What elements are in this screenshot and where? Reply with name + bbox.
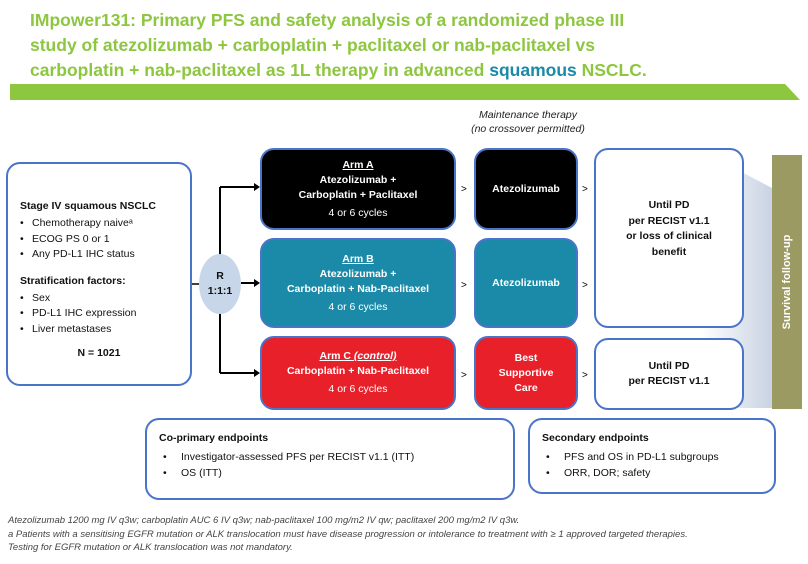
maintenance-a-box: Atezolizumab (474, 148, 578, 230)
arrowhead-arm-a (254, 183, 260, 191)
arm-a-box: Arm A Atezolizumab + Carboplatin + Pacli… (260, 148, 456, 230)
until-pd-c-box: Until PD per RECIST v1.1 (594, 338, 744, 410)
maintenance-b-text: Atezolizumab (492, 276, 560, 289)
arm-c-name: Arm C (control) (262, 349, 454, 364)
chevron-a2: > (582, 184, 588, 195)
survival-followup-label: Survival follow-up (781, 234, 793, 330)
title-line-3: carboplatin + nab-paclitaxel as 1L thera… (30, 58, 790, 83)
arm-c-control: (control) (353, 350, 397, 362)
arm-c-box: Arm C (control) Carboplatin + Nab-Paclit… (260, 336, 456, 410)
rand-line-2: 1:1:1 (207, 285, 233, 297)
stratification-item: Sex (20, 291, 190, 307)
survival-followup-bar: Survival follow-up (772, 155, 802, 409)
maintenance-c-line-2: Supportive (498, 366, 554, 379)
chevron-b2: > (582, 280, 588, 291)
eligibility-heading: Stage IV squamous NSCLC (20, 200, 156, 212)
maintenance-b-box: Atezolizumab (474, 238, 578, 328)
arm-a-line-1: Atezolizumab + (319, 173, 397, 186)
chevron-c2: > (582, 370, 588, 381)
stratification-item: PD-L1 IHC expression (20, 306, 190, 322)
rand-line-1: R (216, 270, 224, 282)
arm-b-line-1: Atezolizumab + (319, 267, 397, 280)
title-highlight: squamous (489, 60, 577, 80)
randomization-node: R 1:1:1 (199, 254, 241, 314)
arm-a-cycles: 4 or 6 cycles (328, 206, 388, 219)
footnote-testing: Testing for EGFR mutation or ALK translo… (8, 542, 293, 553)
chevron-b1: > (461, 280, 467, 291)
coprimary-list: Investigator-assessed PFS per RECIST v1.… (159, 450, 513, 481)
until-pd-c-l2: per RECIST v1.1 (628, 375, 710, 387)
arm-b-name: Arm B (342, 252, 374, 265)
until-pd-ab-l4: benefit (651, 245, 687, 258)
stratification-list: Sex PD-L1 IHC expression Liver metastase… (20, 291, 190, 338)
maintenance-a-text: Atezolizumab (492, 182, 560, 195)
eligibility-box: Stage IV squamous NSCLC Chemotherapy nai… (6, 162, 192, 386)
arm-b-line-2: Carboplatin + Nab-Paclitaxel (286, 282, 430, 295)
coprimary-heading: Co-primary endpoints (159, 432, 269, 444)
maintenance-label: Maintenance therapy (no crossover permit… (448, 108, 608, 136)
title-line-3-prefix: carboplatin + nab-paclitaxel as 1L thera… (30, 60, 490, 80)
until-pd-ab-l3: or loss of clinical (626, 230, 712, 242)
chevron-a1: > (461, 184, 467, 195)
arm-c-cycles: 4 or 6 cycles (328, 383, 388, 395)
endpoint-item: OS (ITT) (159, 466, 513, 482)
maintenance-line-1: Maintenance therapy (478, 109, 578, 121)
until-pd-ab-l1: Until PD (648, 199, 690, 211)
eligibility-criteria: Chemotherapy naiveᵃ ECOG PS 0 or 1 Any P… (20, 216, 190, 263)
arm-c-line-1: Carboplatin + Nab-Paclitaxel (286, 365, 430, 377)
arm-a-name: Arm A (342, 158, 374, 171)
arm-a-line-2: Carboplatin + Paclitaxel (298, 188, 418, 201)
stratification-item: Liver metastases (20, 322, 190, 338)
chevron-c1: > (461, 370, 467, 381)
arm-b-box: Arm B Atezolizumab + Carboplatin + Nab-P… (260, 238, 456, 328)
title-line-1: IMpower131: Primary PFS and safety analy… (30, 10, 625, 30)
secondary-endpoints-box: Secondary endpoints PFS and OS in PD-L1 … (528, 418, 776, 494)
maintenance-line-2: (no crossover permitted) (471, 123, 585, 135)
arm-c-name-text: Arm C (319, 350, 354, 362)
maintenance-c-box: Best Supportive Care (474, 336, 578, 410)
title-line-2: study of atezolizumab + carboplatin + pa… (30, 35, 596, 55)
until-pd-ab-box: Until PD per RECIST v1.1 or loss of clin… (594, 148, 744, 328)
maintenance-c-line-3: Care (514, 381, 538, 394)
sample-size: N = 1021 (77, 347, 121, 359)
criterion-item: Chemotherapy naiveᵃ (20, 216, 190, 232)
secondary-heading: Secondary endpoints (542, 432, 649, 444)
criterion-item: Any PD-L1 IHC status (20, 247, 190, 263)
stratification-heading: Stratification factors: (20, 274, 126, 287)
until-pd-c-l1: Until PD (648, 359, 690, 372)
criterion-item: ECOG PS 0 or 1 (20, 232, 190, 248)
arm-b-cycles: 4 or 6 cycles (328, 300, 388, 313)
endpoint-item: ORR, DOR; safety (542, 466, 774, 482)
endpoint-item: PFS and OS in PD-L1 subgroups (542, 450, 774, 466)
until-pd-ab-l2: per RECIST v1.1 (628, 214, 710, 227)
footnote-a: a Patients with a sensitising EGFR mutat… (8, 528, 688, 540)
footnote-dosing: Atezolizumab 1200 mg IV q3w; carboplatin… (8, 515, 520, 526)
arrowhead-arm-b (254, 279, 260, 287)
secondary-list: PFS and OS in PD-L1 subgroups ORR, DOR; … (542, 450, 774, 481)
title-line-3-suffix: NSCLC. (576, 60, 647, 80)
title-band (10, 84, 800, 100)
coprimary-endpoints-box: Co-primary endpoints Investigator-assess… (145, 418, 515, 500)
endpoint-item: Investigator-assessed PFS per RECIST v1.… (159, 450, 513, 466)
slide-title: IMpower131: Primary PFS and safety analy… (30, 8, 790, 83)
maintenance-c-line-1: Best (514, 351, 538, 364)
arrowhead-arm-c (254, 369, 260, 377)
footnotes: Atezolizumab 1200 mg IV q3w; carboplatin… (8, 514, 808, 555)
